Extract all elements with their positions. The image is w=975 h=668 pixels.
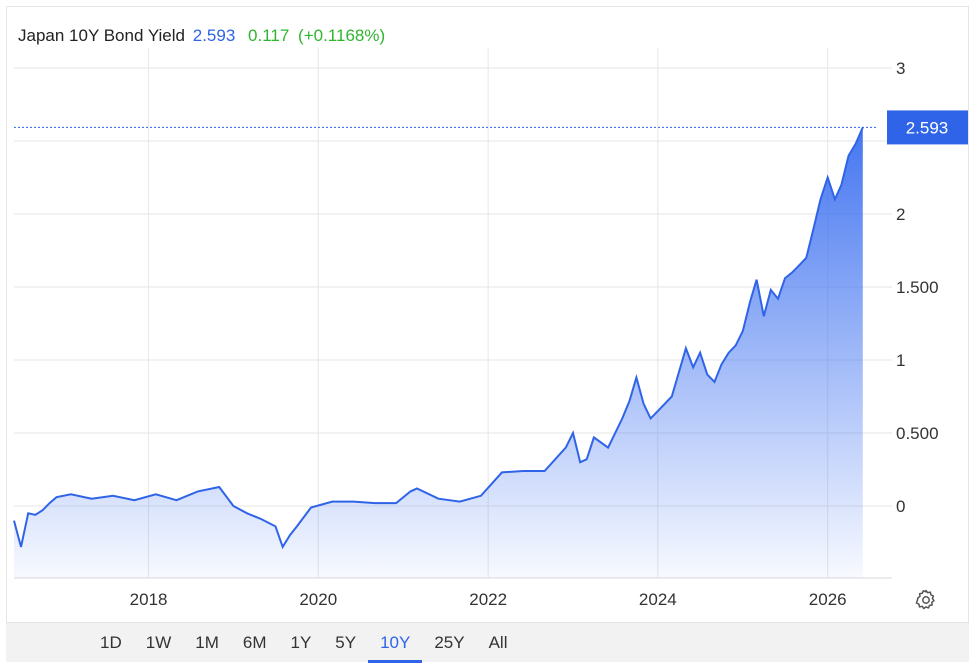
price-change-percent: (+0.1168%)	[298, 26, 386, 45]
range-button-1m[interactable]: 1M	[195, 633, 219, 652]
y-tick-label: 0	[896, 497, 905, 516]
y-tick-label: 1.500	[896, 278, 939, 297]
yield-line	[13, 127, 864, 550]
chart-header: Japan 10Y Bond Yield 2.593 0.117 (+0.116…	[18, 26, 385, 46]
last-price-label: 2.593	[887, 110, 968, 145]
last-price-tag-text: 2.593	[906, 118, 949, 137]
yield-area	[14, 127, 863, 579]
x-tick-label: 2018	[130, 590, 168, 609]
gear-icon[interactable]	[914, 588, 938, 612]
x-tick-label: 2022	[469, 590, 507, 609]
last-price-tag	[887, 110, 968, 145]
range-button-1y[interactable]: 1Y	[290, 633, 312, 652]
range-button-5y[interactable]: 5Y	[335, 633, 357, 652]
range-selector: 1D 1W 1M 6M 1Y 5Y 10Y 25Y All	[88, 623, 519, 663]
x-tick-label: 2026	[809, 590, 847, 609]
range-button-1w[interactable]: 1W	[145, 633, 172, 652]
range-button-6m[interactable]: 6M	[242, 633, 267, 652]
y-tick-label: 2	[896, 205, 905, 224]
x-axis: 2018 2020 2022 2024 2026	[130, 590, 847, 609]
range-button-all[interactable]: All	[488, 633, 508, 652]
range-selector-bar: 1D 1W 1M 6M 1Y 5Y 10Y 25Y All	[6, 622, 969, 663]
y-tick-label: 3	[896, 59, 905, 78]
last-price: 2.593	[192, 26, 236, 45]
price-change: 0.117	[248, 26, 290, 45]
range-button-25y[interactable]: 25Y	[434, 633, 465, 652]
y-axis: 0 0.500 1 1.500 2 3	[896, 59, 939, 516]
y-tick-label: 1	[896, 351, 905, 370]
yield-chart[interactable]: 0 0.500 1 1.500 2 3 2018 2020 2022 2024 2026 2.59…	[0, 0, 975, 620]
x-tick-label: 2020	[299, 590, 337, 609]
range-button-1d[interactable]: 1D	[100, 633, 122, 652]
x-tick-label: 2024	[639, 590, 677, 609]
range-button-10y[interactable]: 10Y	[368, 623, 423, 663]
instrument-name: Japan 10Y Bond Yield	[18, 26, 185, 45]
y-tick-label: 0.500	[896, 424, 939, 443]
